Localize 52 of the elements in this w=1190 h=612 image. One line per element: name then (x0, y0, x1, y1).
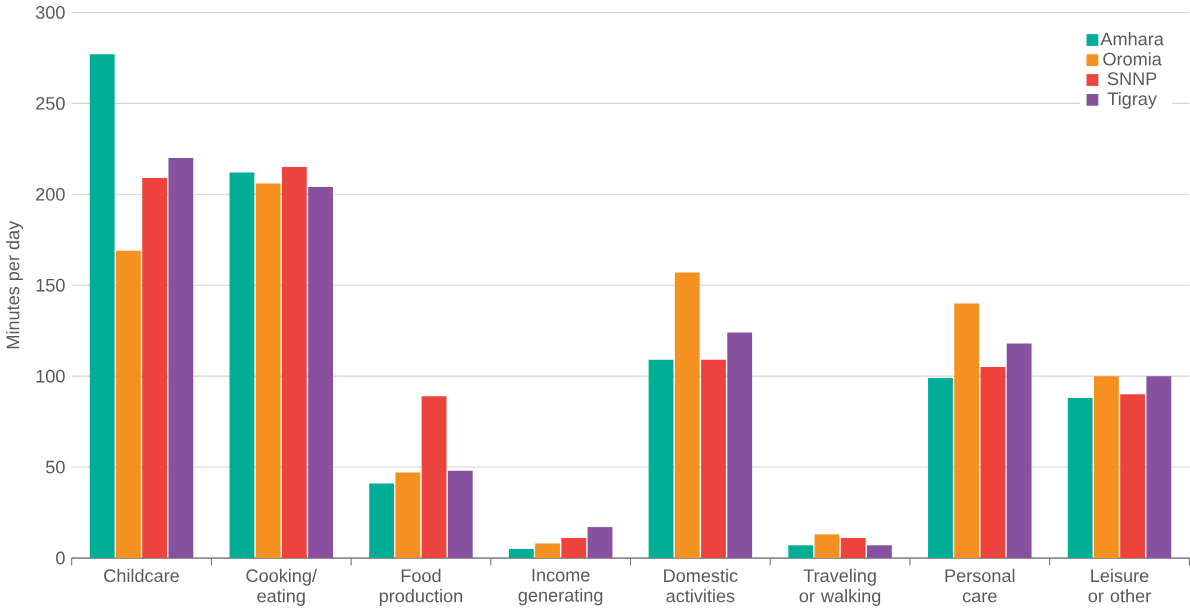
bar (701, 359, 726, 559)
y-tick-label: 300 (35, 6, 65, 19)
y-tick-label: 200 (36, 187, 65, 201)
bar (840, 538, 866, 559)
x-tick-label: Personal care (945, 568, 1015, 603)
legend-label: Oromia (1103, 52, 1162, 66)
bar (648, 359, 674, 559)
bar (255, 183, 281, 559)
bar (229, 172, 255, 559)
x-tick-label: Traveling or walking (799, 568, 881, 606)
x-tick-label: Income generating (518, 568, 603, 606)
x-tick-label: Childcare (104, 568, 179, 583)
x-tick-label: Cooking/ eating (246, 568, 317, 606)
bar (1093, 376, 1119, 559)
legend-label: SNNP (1107, 72, 1157, 86)
x-tick-label: Domestic activities (664, 568, 738, 603)
y-tick-label: 0 (56, 551, 65, 565)
bar (1067, 397, 1093, 559)
bar (281, 167, 307, 559)
y-tick-label: 150 (36, 278, 65, 292)
bar (421, 396, 447, 559)
bar (508, 548, 534, 559)
bar (142, 177, 168, 559)
bar (980, 367, 1006, 559)
bar (1120, 394, 1146, 559)
y-tick-label: 250 (36, 96, 65, 110)
bar (954, 303, 980, 559)
legend-label: Amhara (1100, 32, 1164, 46)
bar (308, 187, 333, 559)
y-tick-label: 100 (36, 369, 65, 383)
bar (1146, 376, 1172, 559)
y-axis-title: Minutes per day (6, 220, 23, 349)
bar (168, 157, 194, 559)
bar (727, 332, 753, 559)
y-tick-label: 50 (46, 460, 65, 474)
bar (587, 527, 613, 559)
bar (89, 54, 115, 559)
bar (928, 377, 953, 559)
bar (814, 534, 840, 559)
bar (867, 545, 892, 559)
bar (674, 272, 700, 559)
bar (447, 470, 473, 559)
bar (561, 538, 587, 559)
bar (395, 472, 421, 559)
bar (1006, 343, 1032, 559)
legend-label: Tigray (1107, 91, 1157, 109)
bar (535, 543, 560, 559)
x-tick-label: Food production (379, 568, 463, 606)
bar (116, 250, 141, 559)
x-tick-label: Leisure or other (1088, 568, 1151, 603)
bar (369, 483, 395, 559)
bar (788, 545, 814, 559)
